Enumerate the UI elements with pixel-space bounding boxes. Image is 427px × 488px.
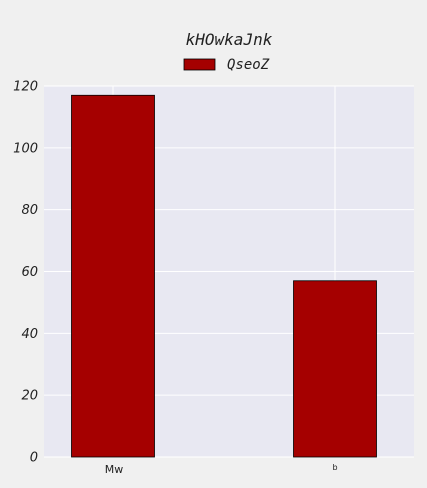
chart-title: kHOwkaJnk — [186, 30, 273, 49]
y-tick-label: 0 — [30, 451, 38, 466]
bars — [71, 94, 377, 458]
legend: QseoZ — [183, 57, 270, 73]
x-tick-label: b — [332, 463, 337, 472]
bar-Mw — [71, 94, 155, 458]
y-axis-ticks: 0 20 40 60 80 100 120 — [13, 80, 38, 466]
legend-swatch — [183, 58, 216, 71]
y-tick-label: 60 — [21, 265, 38, 280]
y-tick-label: 120 — [13, 80, 38, 95]
x-tick-label: Mw — [105, 463, 124, 476]
y-tick-label: 40 — [21, 327, 38, 342]
x-axis-ticks: Mw b — [105, 463, 338, 476]
y-tick-label: 100 — [13, 141, 38, 156]
legend-label: QseoZ — [227, 57, 270, 73]
y-tick-label: 20 — [21, 389, 38, 404]
bar-b — [293, 280, 377, 458]
y-tick-label: 80 — [21, 203, 38, 218]
